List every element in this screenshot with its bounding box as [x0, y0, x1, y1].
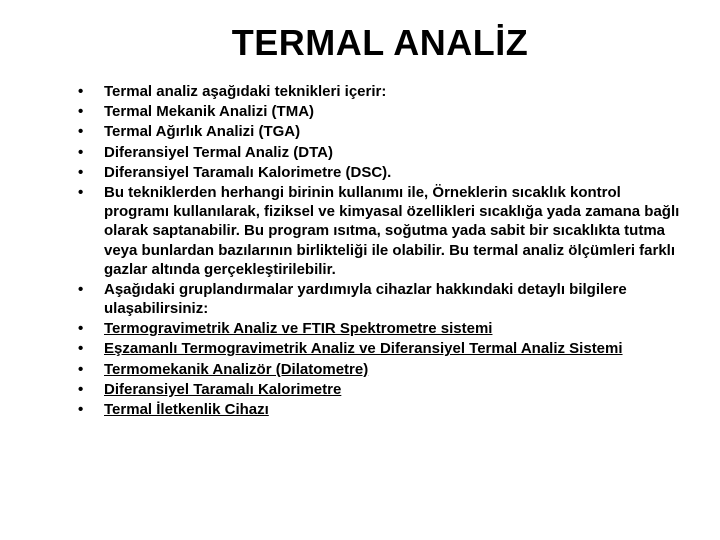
bullet-text: Bu tekniklerden herhangi birinin kullanı… [104, 184, 679, 278]
bullet-item: Diferansiyel Taramalı Kalorimetre (DSC). [78, 163, 682, 182]
bullet-item: Aşağıdaki gruplandırmalar yardımıyla cih… [78, 280, 682, 318]
slide-title: TERMAL ANALİZ [78, 22, 682, 64]
bullet-text[interactable]: Termomekanik Analizör (Dilatometre) [104, 361, 368, 378]
bullet-item: Termal Ağırlık Analizi (TGA) [78, 122, 682, 141]
bullet-text[interactable]: Termal İletkenlik Cihazı [104, 401, 269, 418]
bullet-list: Termal analiz aşağıdaki teknikleri içeri… [78, 82, 682, 419]
bullet-item: Termal Mekanik Analizi (TMA) [78, 102, 682, 121]
bullet-item: Termomekanik Analizör (Dilatometre) [78, 360, 682, 379]
bullet-text[interactable]: Eşzamanlı Termogravimetrik Analiz ve Dif… [104, 340, 623, 357]
bullet-text: Aşağıdaki gruplandırmalar yardımıyla cih… [104, 281, 627, 317]
bullet-text[interactable]: Diferansiyel Taramalı Kalorimetre [104, 381, 341, 398]
bullet-item: Termal İletkenlik Cihazı [78, 400, 682, 419]
bullet-item: Eşzamanlı Termogravimetrik Analiz ve Dif… [78, 339, 682, 358]
bullet-text: Diferansiyel Termal Analiz (DTA) [104, 144, 333, 161]
bullet-text[interactable]: Termogravimetrik Analiz ve FTIR Spektrom… [104, 320, 492, 337]
bullet-text: Termal Ağırlık Analizi (TGA) [104, 123, 300, 140]
bullet-text: Termal analiz aşağıdaki teknikleri içeri… [104, 83, 386, 100]
bullet-text: Diferansiyel Taramalı Kalorimetre (DSC). [104, 164, 391, 181]
bullet-text: Termal Mekanik Analizi (TMA) [104, 103, 314, 120]
slide: TERMAL ANALİZ Termal analiz aşağıdaki te… [0, 0, 720, 540]
bullet-item: Diferansiyel Taramalı Kalorimetre [78, 380, 682, 399]
bullet-item: Termal analiz aşağıdaki teknikleri içeri… [78, 82, 682, 101]
bullet-item: Termogravimetrik Analiz ve FTIR Spektrom… [78, 319, 682, 338]
bullet-item: Diferansiyel Termal Analiz (DTA) [78, 143, 682, 162]
bullet-item: Bu tekniklerden herhangi birinin kullanı… [78, 183, 682, 279]
